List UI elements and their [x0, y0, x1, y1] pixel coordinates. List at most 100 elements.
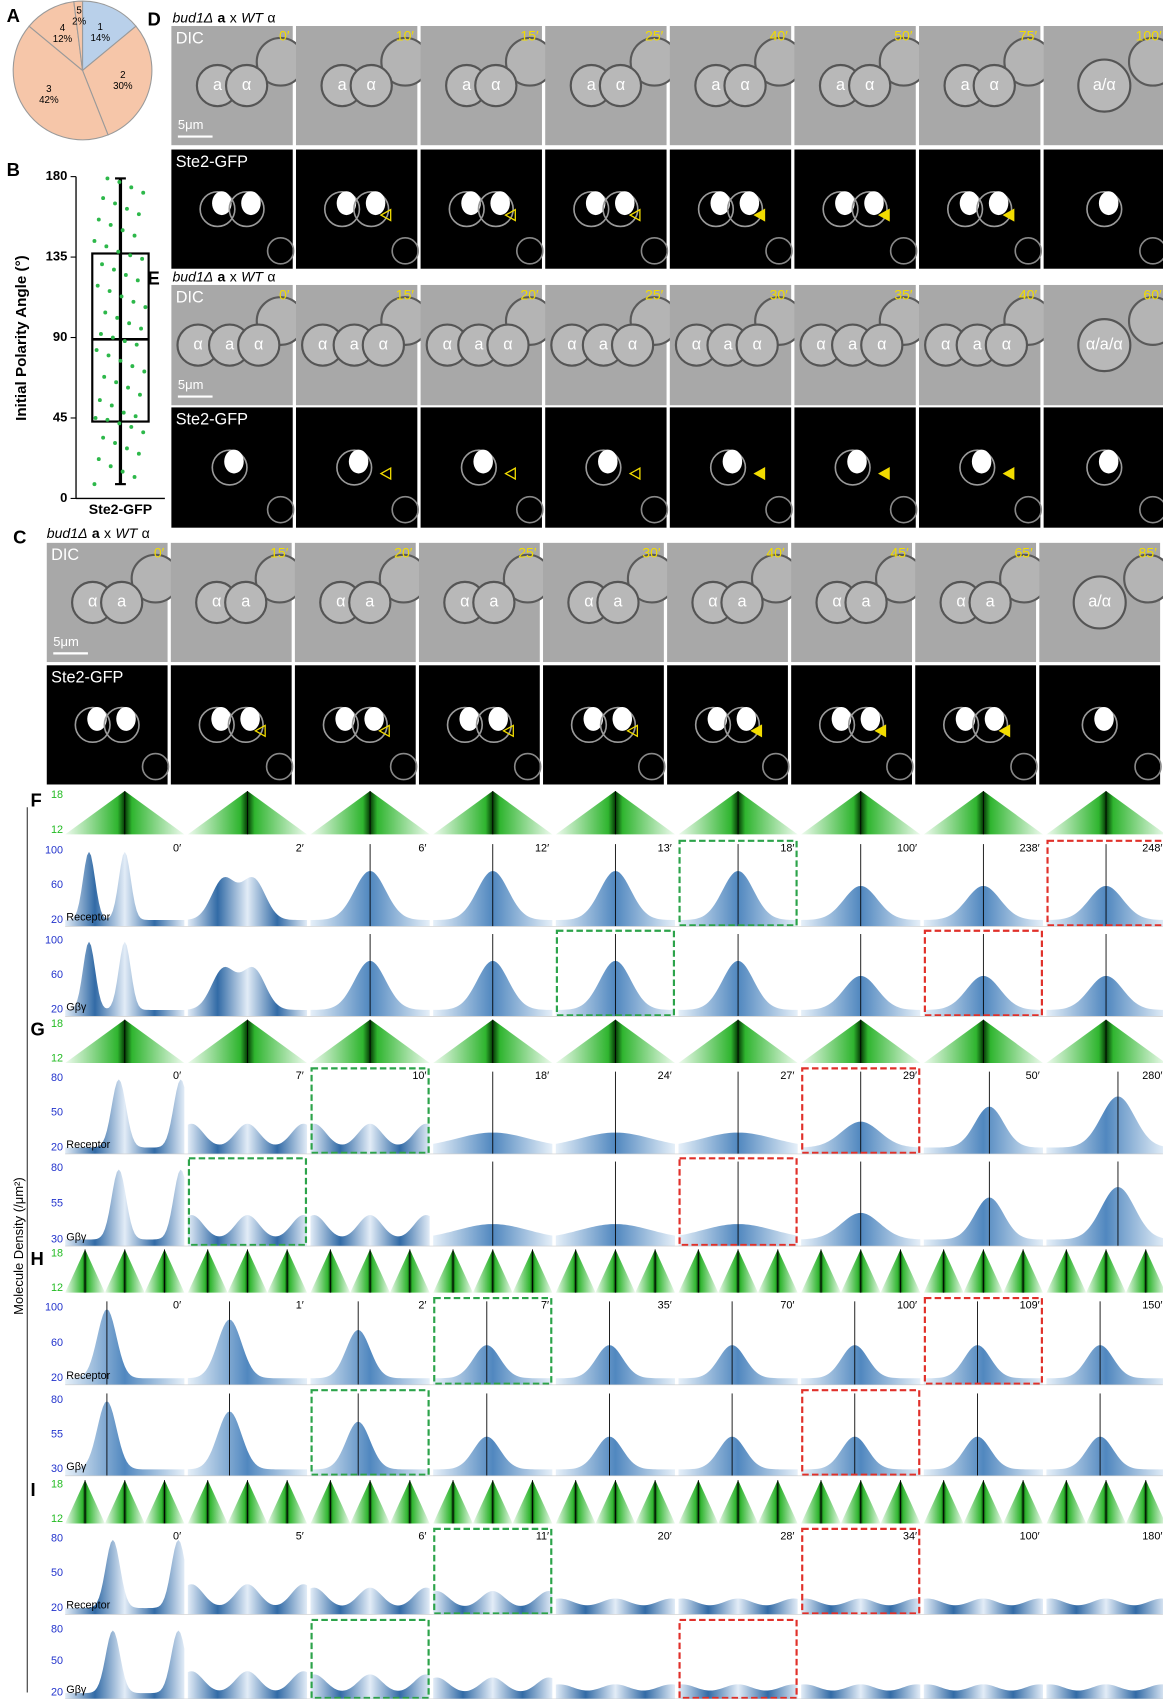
y-tick-label: 20	[51, 1686, 63, 1698]
vacuole-signal	[349, 450, 369, 474]
data-point	[116, 250, 120, 254]
panel-letter: D	[148, 8, 161, 29]
slice-label: 1	[98, 22, 103, 33]
data-point	[143, 305, 147, 309]
time-label: 20′	[658, 1530, 672, 1542]
cell-label: α/a/α	[1086, 335, 1123, 353]
time-label: 0′	[279, 287, 290, 303]
strain-title: bud1ΔaxWTα	[47, 525, 150, 541]
time-label: 40′	[1019, 287, 1038, 303]
density-profile	[1046, 1187, 1163, 1246]
data-point	[111, 336, 115, 340]
title-part: WT	[115, 525, 138, 541]
time-label: 15′	[520, 28, 539, 44]
channel-label: Ste2-GFP	[51, 669, 123, 687]
time-label: 100′	[1136, 28, 1162, 44]
cell-label: α	[443, 335, 452, 353]
vacuole-signal	[598, 450, 618, 474]
time-label: 100′	[897, 842, 917, 854]
data-point	[136, 278, 140, 282]
data-point	[122, 411, 126, 415]
time-label: 5′	[296, 1530, 304, 1542]
density-profile	[433, 1591, 552, 1614]
vacuole-signal	[1099, 450, 1119, 474]
density-profile	[678, 1345, 797, 1385]
title-part: x	[230, 268, 237, 284]
time-label: 35′	[894, 287, 913, 303]
y-tick-label: 100	[45, 844, 63, 856]
gfp-image	[296, 150, 417, 269]
time-label: 30′	[642, 544, 661, 560]
slice-label: 3	[46, 84, 51, 95]
y-tick-label: 45	[53, 409, 67, 424]
data-point	[98, 398, 102, 402]
vacuole-signal	[473, 450, 493, 474]
vacuole-signal	[224, 450, 244, 474]
data-point	[113, 201, 117, 205]
data-point	[137, 452, 141, 456]
density-profile	[433, 1437, 552, 1476]
cell-label: a	[365, 593, 375, 611]
slice-label: 2	[120, 70, 125, 81]
y-tick-label: 20	[51, 914, 63, 926]
vacuole-signal	[740, 191, 760, 215]
y-axis-label: Molecule Density (/μm²)	[11, 1177, 26, 1315]
slice-value-label: 2%	[72, 16, 86, 27]
gfp-image	[670, 150, 791, 269]
y-tick-label: 20	[51, 1372, 63, 1384]
density-profile	[924, 1599, 1043, 1615]
density-profile	[311, 1674, 430, 1699]
data-point	[125, 446, 129, 450]
density-profile	[188, 1584, 307, 1614]
data-point	[117, 421, 121, 425]
cell-label: α	[708, 593, 717, 611]
time-label: 30′	[770, 287, 789, 303]
time-label: 29′	[903, 1070, 917, 1082]
cell-label: α	[956, 593, 965, 611]
time-label: 0′	[173, 1300, 181, 1312]
panel-letter: G	[31, 1018, 45, 1039]
data-point	[134, 414, 138, 418]
vacuole-signal	[240, 707, 260, 731]
data-point	[105, 176, 109, 180]
density-profile	[678, 1599, 797, 1615]
strain-title: bud1ΔaxWTα	[172, 9, 275, 25]
time-label: 248′	[1142, 842, 1162, 854]
cell-label: a	[613, 593, 623, 611]
vacuole-signal	[989, 191, 1009, 215]
data-point	[101, 436, 105, 440]
vacuole-signal	[364, 707, 384, 731]
cell-label: α	[336, 593, 345, 611]
y-tick-label: 50	[51, 1655, 63, 1667]
time-label: 24′	[658, 1070, 672, 1082]
cell-label: α	[832, 593, 841, 611]
cell-label: a	[961, 76, 971, 94]
vacuole-signal	[1094, 707, 1114, 731]
cell-label: α	[88, 593, 97, 611]
data-point	[103, 311, 107, 315]
title-part: bud1Δ	[172, 9, 213, 25]
time-label: 40′	[766, 544, 785, 560]
gfp-image	[421, 150, 542, 269]
cell-label: α	[503, 335, 512, 353]
cell-label: α	[865, 76, 874, 94]
y-axis-label: Initial Polarity Angle (°)	[13, 255, 30, 420]
data-point	[130, 364, 134, 368]
density-profile	[1046, 1599, 1163, 1615]
data-point	[124, 273, 128, 277]
panel-letter: A	[7, 5, 20, 26]
y-tick-label: 80	[51, 1624, 63, 1636]
time-label: 150′	[1142, 1300, 1162, 1312]
gfp-image	[915, 665, 1036, 784]
time-label: 25′	[518, 544, 537, 560]
y-tick-label: 100	[45, 934, 63, 946]
gfp-image	[295, 665, 416, 784]
time-label: 12′	[535, 842, 549, 854]
cell-label: a	[225, 335, 235, 353]
data-point	[129, 425, 133, 429]
time-label: 70′	[780, 1300, 794, 1312]
cell-label: α	[740, 76, 749, 94]
time-label: 0′	[173, 1070, 181, 1082]
title-part: x	[104, 525, 111, 541]
title-part: a	[218, 268, 226, 284]
